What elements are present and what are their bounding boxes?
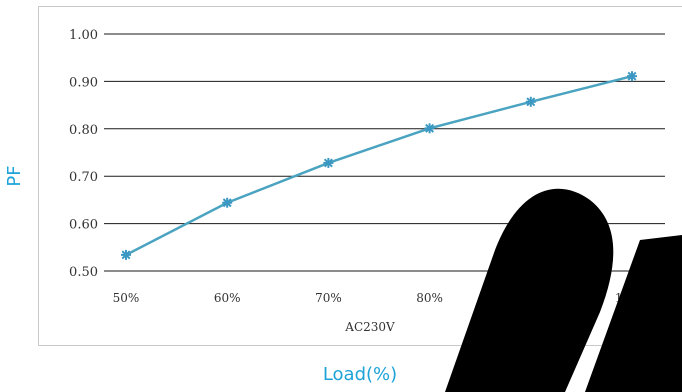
data-point-marker [323,157,334,168]
data-point-marker [424,123,435,134]
x-tick-label: 50% [113,291,140,305]
x-tick-label: 80% [416,291,443,305]
y-tick-label: 0.70 [69,170,98,185]
x-axis-label: Load(%) [322,364,398,385]
y-tick-label: 0.80 [69,123,98,138]
chart-subtitle: AC230V [344,320,395,334]
series-line [125,74,633,256]
data-point-marker [121,249,131,260]
x-tick-label: 60% [214,291,241,305]
y-tick-label: 0.50 [69,265,98,280]
y-tick-label: 0.60 [69,218,98,233]
watermark-letter-r [585,235,682,392]
watermark-letter-d [445,188,614,392]
y-tick-label: 0.90 [69,75,98,90]
data-point-marker [627,71,637,82]
x-tick-label: 70% [315,291,342,305]
data-point-marker [222,197,233,208]
data-point-marker [525,96,536,107]
chart-frame [38,6,682,346]
y-tick-label: 1.00 [69,28,98,43]
